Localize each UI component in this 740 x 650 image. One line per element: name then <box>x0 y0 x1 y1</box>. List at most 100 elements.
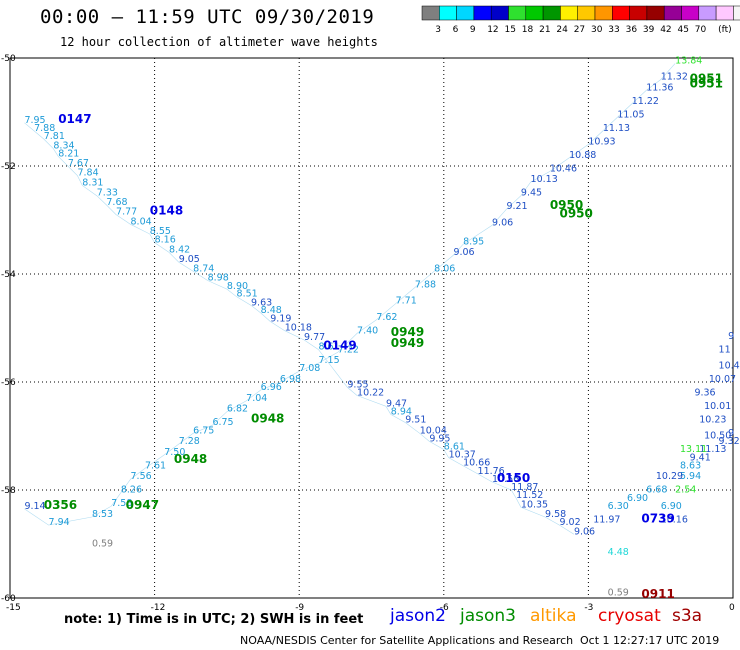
swh-value: 8.90 <box>227 281 248 292</box>
swh-value: 6.90 <box>661 501 682 512</box>
colorbar-label: 6 <box>453 25 459 35</box>
swh-labels: 7.957.887.818.348.217.677.848.317.337.68… <box>24 55 739 601</box>
map-title: 00:00 — 11:59 UTC 09/30/2019 <box>40 6 375 28</box>
y-tick-label: -58 <box>1 486 16 496</box>
swh-value: 8.53 <box>92 509 113 520</box>
colorbar-label: 42 <box>660 25 671 35</box>
swh-value: 7.95 <box>24 115 45 126</box>
credit-line: NOAA/NESDIS Center for Satellite Applica… <box>240 634 574 647</box>
mission-jason3: jason3 <box>460 606 516 626</box>
y-tick-label: -56 <box>1 378 16 388</box>
swh-value: 9.63 <box>251 297 272 308</box>
y-tick-label: -50 <box>1 54 16 64</box>
map-axis-ticks: -15 -12 -9 -6 -3 0 -50 -52 -54 -56 -58 -60 <box>1 54 735 613</box>
y-tick-label: -52 <box>1 162 16 172</box>
swh-value: 11.36 <box>646 82 673 93</box>
swh-value: 10.50 <box>704 431 731 442</box>
swh-value: 10.23 <box>699 415 726 426</box>
pass-time-label: 0949 <box>391 336 424 350</box>
swh-value: 10.56 <box>492 474 519 485</box>
colorbar-swatch <box>646 5 665 21</box>
swh-value: 13.84 <box>675 55 702 66</box>
swh-value: 11.22 <box>632 96 659 107</box>
colorbar-swatch <box>490 5 509 21</box>
swh-value: 13.11 <box>680 444 707 455</box>
swh-value: 9.41 <box>690 452 711 463</box>
swh-value: 6.82 <box>227 404 248 415</box>
swh-value: 8.48 <box>261 305 282 316</box>
swh-value: 9.19 <box>270 314 291 325</box>
swh-value: 8.74 <box>193 263 214 274</box>
colorbar-label: 30 <box>591 25 603 35</box>
swh-value: 7.61 <box>145 460 166 471</box>
colorbar-label: 45 <box>678 25 689 35</box>
colorbar-label: 15 <box>505 25 516 35</box>
pass-time-label: 0950 <box>559 206 592 220</box>
swh-value: 8.61 <box>318 342 339 353</box>
swh-value: 0.59 <box>608 587 629 598</box>
swh-value: 10.93 <box>588 136 615 147</box>
pass-time-label: 0147 <box>58 112 91 126</box>
colorbar-swatch <box>577 5 596 21</box>
x-tick-label: -3 <box>584 603 593 613</box>
track-line <box>24 63 676 526</box>
pass-time-label: 0950 <box>550 198 583 212</box>
swh-value: 10.66 <box>463 458 490 469</box>
colorbar-swatch <box>629 5 648 21</box>
pass-time-label: 0951 <box>690 77 723 91</box>
swh-value: 8.26 <box>121 485 142 496</box>
swh-value: 10.4 <box>719 361 740 372</box>
swh-value: 10.04 <box>420 425 447 436</box>
swh-value: 5.94 <box>680 471 701 482</box>
colorbar-swatch <box>456 5 475 21</box>
mission-jason2: jason2 <box>390 606 446 626</box>
swh-value: 9 <box>728 331 734 342</box>
swh-value: 9.02 <box>559 517 580 528</box>
swh-value: 9.21 <box>506 201 527 212</box>
map-subtitle: 12 hour collection of altimeter wave hei… <box>60 35 378 49</box>
colorbar-swatch <box>715 5 734 21</box>
swh-value: 8.61 <box>444 442 465 453</box>
x-tick-label: -6 <box>440 603 449 613</box>
swh-value: 7.22 <box>338 344 359 355</box>
swh-value: 0.59 <box>92 539 113 550</box>
colorbar-swatch <box>542 5 561 21</box>
swh-value: 9.58 <box>545 509 566 520</box>
swh-value: 7.33 <box>97 188 118 199</box>
swh-value: 10.35 <box>521 499 548 510</box>
swh-value: 9.95 <box>429 433 450 444</box>
swh-value: 8.94 <box>391 406 412 417</box>
colorbar-label: 24 <box>556 25 568 35</box>
swh-value: 7.88 <box>415 280 436 291</box>
pass-time-label: 0356 <box>44 498 77 512</box>
colorbar-swatch <box>508 5 527 21</box>
swh-value: 9 <box>728 428 734 439</box>
mission-altika: altika <box>530 606 577 626</box>
colorbar-label: 18 <box>522 25 534 35</box>
swh-value: 9.47 <box>386 398 407 409</box>
colorbar-label: 21 <box>539 25 550 35</box>
track-line <box>24 122 575 535</box>
swh-value: 8.42 <box>169 244 190 255</box>
colorbar-swatch <box>473 5 492 21</box>
swh-value: 7.94 <box>49 517 70 528</box>
swh-value: 6.98 <box>280 374 301 385</box>
pass-time-label: 0948 <box>251 412 284 426</box>
swh-value: 8.04 <box>131 216 152 227</box>
swh-value: 11.32 <box>661 72 688 83</box>
swh-value: 7.84 <box>77 168 98 179</box>
swh-value: 8.16 <box>155 235 176 246</box>
swh-value: 9.05 <box>179 254 200 265</box>
units-note: note: 1) Time is in UTC; 2) SWH is in fe… <box>64 612 364 627</box>
swh-value: 8.98 <box>208 272 229 283</box>
swh-value: 11.05 <box>617 109 644 120</box>
swh-value: 8.06 <box>434 263 455 274</box>
swh-value: 7.56 <box>131 471 152 482</box>
swh-value: 9.06 <box>492 217 513 228</box>
swh-value: 6.68 <box>646 485 667 496</box>
colorbar-label: (ft) <box>718 25 732 35</box>
swh-value: 8.55 <box>150 226 171 237</box>
mission-cryosat: cryosat <box>598 606 661 626</box>
track-lines <box>24 63 676 535</box>
